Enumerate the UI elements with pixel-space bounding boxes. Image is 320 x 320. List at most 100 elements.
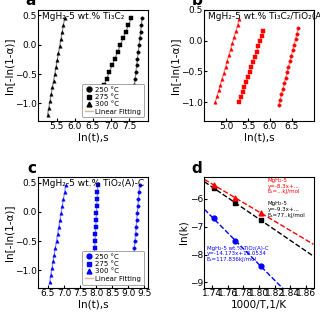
- Point: [232, 195, 237, 200]
- Text: a: a: [26, 0, 36, 9]
- Point: [58, 36, 63, 42]
- Point: [292, 42, 297, 47]
- Legend: 250 °C, 275 °C, 300 °C, Linear Fitting: 250 °C, 275 °C, 300 °C, Linear Fitting: [82, 251, 144, 284]
- Point: [247, 69, 252, 75]
- Point: [104, 76, 109, 81]
- Point: [92, 245, 97, 250]
- Point: [133, 69, 139, 75]
- Point: [290, 48, 295, 53]
- Point: [256, 44, 261, 49]
- Point: [233, 28, 238, 33]
- Point: [261, 29, 266, 34]
- Point: [45, 113, 50, 118]
- Point: [129, 280, 134, 285]
- Point: [134, 217, 139, 222]
- X-axis label: ln(t),s: ln(t),s: [78, 133, 108, 143]
- Point: [101, 83, 107, 88]
- Text: MgH₂-5 wt.% TiO₂(A)-C
y=-14.173x+18.0534
Eₐ=117.836kJ/mol: MgH₂-5 wt.% TiO₂(A)-C y=-14.173x+18.0534…: [207, 246, 268, 262]
- Text: MgH₂-5 wt.% Ti₃C₂: MgH₂-5 wt.% Ti₃C₂: [42, 12, 124, 21]
- Point: [51, 259, 56, 264]
- Point: [135, 56, 140, 61]
- Point: [132, 83, 137, 88]
- Point: [238, 95, 244, 100]
- Point: [249, 64, 254, 69]
- Point: [289, 53, 294, 58]
- Point: [129, 16, 134, 21]
- Point: [254, 49, 259, 54]
- Point: [244, 79, 249, 84]
- Point: [62, 190, 67, 195]
- Point: [138, 29, 143, 34]
- Point: [216, 88, 221, 93]
- Point: [258, 210, 263, 215]
- Point: [92, 252, 97, 257]
- Point: [258, 217, 263, 222]
- Point: [56, 50, 61, 55]
- Point: [237, 16, 242, 21]
- Text: d: d: [191, 161, 202, 176]
- X-axis label: ln(t),s: ln(t),s: [244, 133, 274, 143]
- Point: [232, 238, 237, 243]
- Point: [213, 100, 218, 105]
- Point: [112, 56, 117, 61]
- Y-axis label: ln(k): ln(k): [178, 220, 188, 244]
- Point: [211, 216, 216, 221]
- Point: [91, 273, 96, 278]
- Point: [131, 90, 136, 95]
- Point: [227, 52, 232, 57]
- Point: [120, 36, 125, 41]
- Point: [232, 34, 237, 39]
- Point: [92, 238, 98, 243]
- X-axis label: 1000/T,1/K: 1000/T,1/K: [231, 300, 287, 310]
- Point: [99, 90, 104, 95]
- Text: MgH₂-5
y=-8.3x+...
Eₐ=...kJ/mol: MgH₂-5 y=-8.3x+... Eₐ=...kJ/mol: [268, 178, 300, 194]
- Point: [93, 224, 98, 229]
- Point: [118, 43, 123, 48]
- Point: [242, 84, 247, 90]
- Point: [258, 263, 263, 268]
- Point: [257, 39, 262, 44]
- Point: [91, 110, 96, 115]
- Point: [57, 217, 62, 222]
- Point: [91, 266, 96, 271]
- Point: [139, 22, 144, 28]
- Point: [133, 224, 139, 229]
- Point: [56, 224, 61, 229]
- Point: [280, 86, 285, 92]
- Point: [60, 30, 65, 35]
- Point: [95, 197, 100, 202]
- Point: [52, 71, 57, 76]
- Point: [218, 82, 223, 87]
- Point: [225, 58, 230, 63]
- Y-axis label: ln[-ln(1-α)]: ln[-ln(1-α)]: [170, 37, 180, 93]
- Legend: 250 °C, 275 °C, 300 °C, Linear Fitting: 250 °C, 275 °C, 300 °C, Linear Fitting: [82, 84, 144, 117]
- Point: [46, 106, 51, 111]
- Point: [284, 70, 290, 75]
- Point: [245, 75, 251, 80]
- Point: [134, 63, 139, 68]
- Point: [135, 211, 140, 216]
- Point: [63, 183, 68, 188]
- Point: [277, 97, 283, 102]
- Point: [228, 46, 233, 51]
- Point: [240, 90, 245, 95]
- Point: [54, 238, 59, 243]
- Point: [55, 231, 60, 236]
- Point: [130, 266, 135, 271]
- Point: [131, 252, 136, 257]
- Point: [95, 183, 100, 188]
- Point: [293, 37, 298, 42]
- Y-axis label: ln[-ln(1-α)]: ln[-ln(1-α)]: [4, 204, 14, 260]
- Point: [93, 103, 98, 108]
- Point: [136, 197, 141, 202]
- Point: [223, 64, 228, 69]
- Point: [235, 22, 240, 28]
- Point: [47, 99, 52, 104]
- Point: [51, 78, 56, 83]
- Point: [211, 182, 216, 188]
- Point: [130, 103, 135, 108]
- Point: [133, 231, 138, 236]
- Point: [131, 259, 136, 264]
- Point: [220, 76, 225, 81]
- Point: [137, 183, 142, 188]
